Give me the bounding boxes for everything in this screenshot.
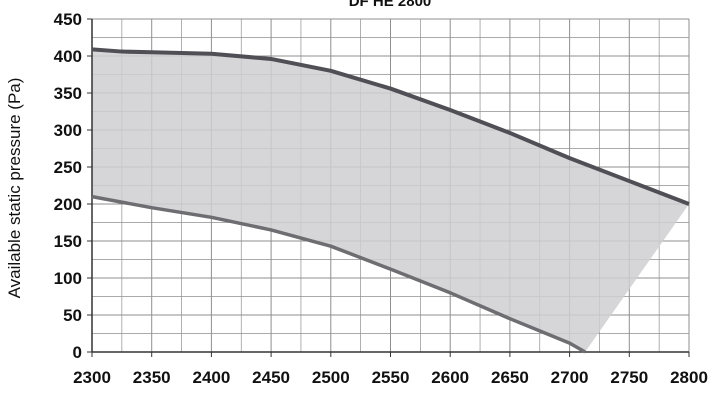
y-tick-label: 400: [54, 47, 82, 66]
series-line-lower: [91, 194, 586, 354]
y-tick-label: 450: [54, 10, 82, 29]
y-axis-label: Available static pressure (Pa): [5, 78, 24, 299]
y-tick-label: 200: [54, 195, 82, 214]
x-tick-labels: 2300 2350 2400 2450 2500 2550 2600 2650 2700 2750…: [73, 368, 708, 387]
x-tick-label: 2600: [431, 368, 469, 387]
y-tick-label: 100: [54, 269, 82, 288]
x-tick-label: 2500: [312, 368, 350, 387]
series-line-upper: [91, 47, 690, 206]
operating-range-area: [92, 49, 689, 353]
x-tick-label: 2350: [133, 368, 171, 387]
y-tick-label: 250: [54, 158, 82, 177]
x-tick-label: 2750: [610, 368, 648, 387]
x-tick-label: 2300: [73, 368, 111, 387]
y-tick-label: 0: [73, 343, 82, 362]
y-tick-labels: 0 50 100 150 200 250 300 350 400 450: [54, 10, 82, 362]
x-tick-label: 2400: [192, 368, 230, 387]
x-tick-label: 2550: [372, 368, 410, 387]
x-tick-label: 2650: [491, 368, 529, 387]
x-tick-label: 2700: [551, 368, 589, 387]
y-tick-label: 350: [54, 84, 82, 103]
y-tick-label: 150: [54, 232, 82, 251]
chart-title: DF HE 2800: [349, 0, 432, 10]
x-tick-label: 2450: [252, 368, 290, 387]
axes: [87, 18, 690, 357]
y-tick-label: 50: [63, 306, 82, 325]
y-tick-label: 300: [54, 121, 82, 140]
x-tick-label: 2800: [670, 368, 708, 387]
